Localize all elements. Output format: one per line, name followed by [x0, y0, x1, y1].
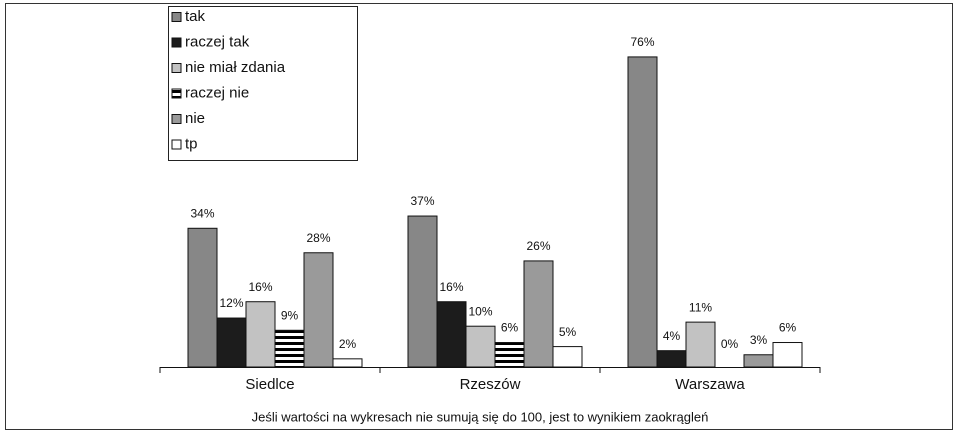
value-label: 2% [339, 337, 357, 351]
value-label: 6% [779, 321, 797, 335]
x-tick-label: Warszawa [675, 376, 745, 393]
value-label: 4% [663, 329, 681, 343]
x-tick-label: Siedlce [245, 376, 294, 393]
value-label: 11% [689, 300, 712, 314]
legend-swatch [171, 88, 182, 99]
bar [523, 260, 554, 368]
footnote: Jeśli wartości na wykresach nie sumują s… [252, 409, 709, 424]
x-tick-label: Rzeszów [460, 376, 521, 393]
bar [332, 358, 363, 368]
value-label: 76% [630, 35, 654, 49]
legend-box [168, 6, 358, 161]
value-label: 5% [559, 325, 577, 339]
bar [407, 215, 438, 368]
legend-swatch [171, 63, 182, 73]
value-label: 37% [410, 194, 434, 208]
value-label: 10% [468, 304, 492, 318]
legend-label: raczej tak [185, 33, 250, 50]
bar [552, 346, 583, 368]
value-label: 26% [526, 239, 550, 253]
value-label: 16% [248, 280, 272, 294]
legend-swatch [171, 12, 182, 22]
legend-label: tp [185, 135, 198, 152]
value-label: 34% [190, 206, 214, 220]
legend-swatch [171, 139, 182, 150]
legend-swatch [171, 37, 182, 48]
bar [245, 301, 276, 368]
legend-label: tak [185, 8, 206, 25]
legend-swatch [171, 114, 182, 124]
bar [216, 317, 247, 368]
legend-label: raczej nie [185, 84, 249, 101]
value-label: 9% [281, 308, 299, 322]
bar [436, 301, 467, 368]
value-label: 16% [439, 280, 463, 294]
value-label: 12% [219, 296, 243, 310]
value-label: 28% [306, 231, 330, 245]
value-label: 0% [721, 337, 739, 351]
bar [187, 227, 218, 368]
bar [274, 329, 305, 368]
bar [494, 342, 525, 368]
bar [743, 354, 774, 368]
bar [656, 350, 687, 368]
legend-label: nie miał zdania [185, 59, 286, 76]
bar [627, 56, 658, 368]
bar [465, 325, 496, 368]
bar [772, 342, 803, 368]
legend-label: nie [185, 110, 205, 127]
bar [303, 252, 334, 368]
bar [685, 321, 716, 368]
value-label: 3% [750, 333, 768, 347]
value-label: 6% [501, 321, 519, 335]
